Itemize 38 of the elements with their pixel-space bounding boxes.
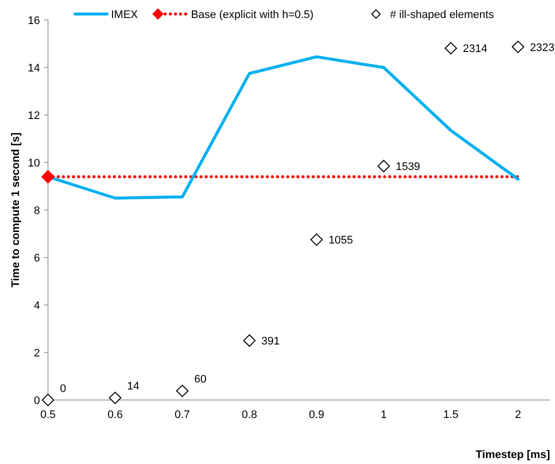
point (310, 233, 323, 246)
x-tick-label: 1.5 (443, 409, 459, 421)
data-label: 1539 (396, 160, 420, 173)
point (444, 42, 458, 54)
data-label: 14 (127, 380, 140, 393)
y-tick-label: 4 (34, 300, 40, 312)
data-label: 1055 (328, 234, 354, 246)
x-tick-label: 0.6 (107, 409, 123, 421)
y-axis-title: Time to compute 1 second [s] (10, 132, 22, 288)
data-label: 2314 (462, 43, 488, 56)
point (243, 334, 256, 347)
point (512, 40, 524, 54)
x-tick-label: 0.8 (242, 409, 258, 421)
legend-label: # ill-shaped elements (390, 8, 494, 21)
y-tick-label: 0 (34, 394, 40, 407)
point (176, 384, 188, 398)
y-tick-label: 8 (34, 204, 40, 217)
x-tick-label: 0.9 (308, 409, 324, 421)
data-label: 0 (60, 382, 66, 395)
x-axis-title: Timestep [ms] (476, 449, 550, 461)
data-label: 391 (261, 335, 280, 348)
point (378, 160, 390, 172)
x-tick-label: 0.7 (174, 409, 190, 421)
y-tick-label: 2 (34, 347, 40, 360)
y-tick-label: 10 (28, 157, 40, 170)
y-tick-label: 16 (28, 14, 40, 27)
y-tick-label: 6 (34, 252, 40, 264)
x-tick-label: 0.5 (40, 409, 56, 421)
data-label: 2323 (530, 42, 554, 54)
y-tick-label: 14 (28, 62, 40, 74)
point (108, 392, 122, 404)
x-tick-label: 1 (380, 409, 387, 421)
y-tick-label: 12 (28, 110, 40, 122)
data-label: 60 (194, 374, 207, 386)
legend-label: IMEX (111, 8, 139, 21)
point (42, 394, 54, 406)
legend-label: Base (explicit with h=0.5) (191, 8, 314, 21)
x-tick-label: 2 (514, 409, 522, 421)
